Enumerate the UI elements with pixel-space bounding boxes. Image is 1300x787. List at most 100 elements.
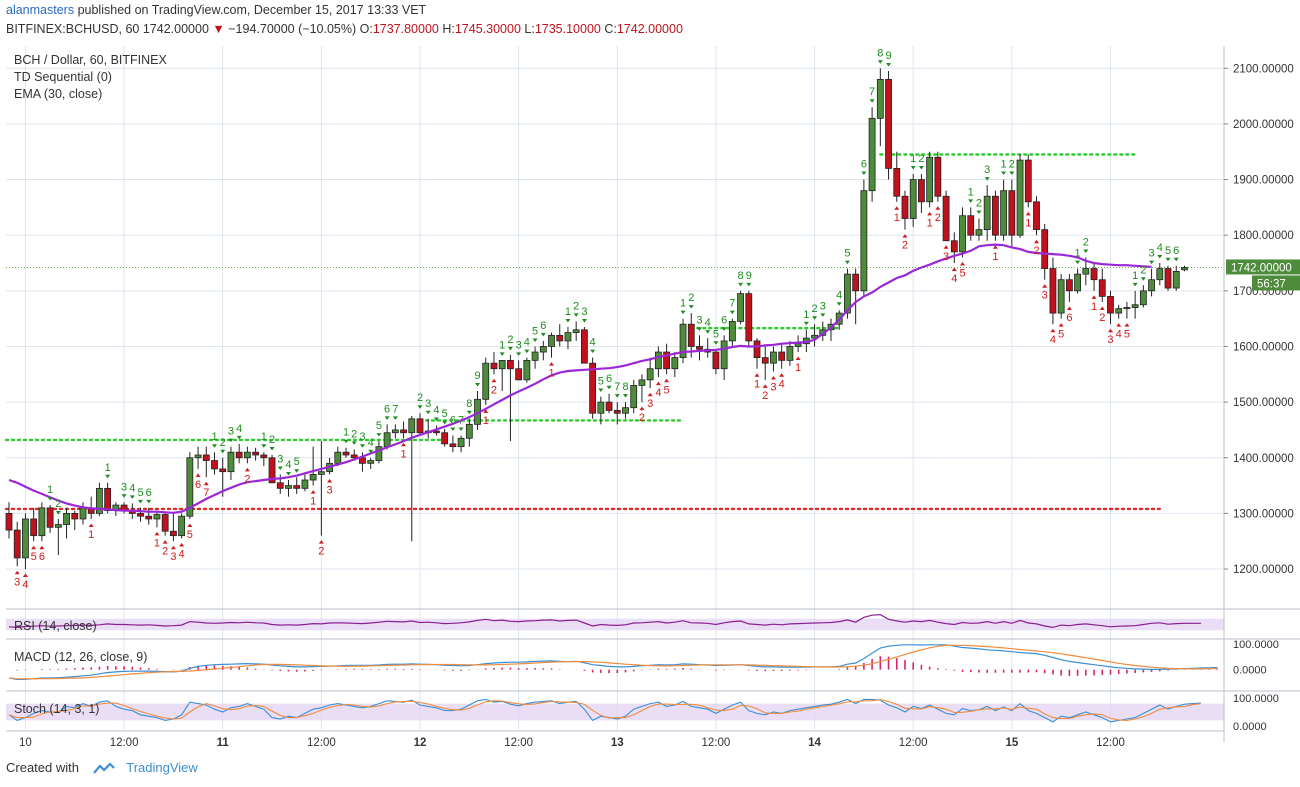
td-count-text: 4 — [705, 317, 711, 329]
td-count-label: 5 — [844, 248, 851, 265]
td-count-label: 2 — [507, 334, 513, 351]
td-arrow-down-icon — [47, 497, 53, 501]
td-count-label: 4 — [705, 317, 711, 334]
macd-tick-label: 100.0000 — [1233, 639, 1279, 651]
td-arrow-down-icon — [590, 349, 596, 354]
candle-body — [260, 454, 268, 459]
candle — [1057, 274, 1065, 319]
candle-body — [350, 454, 358, 459]
td-count-text: 1 — [927, 217, 933, 229]
td-count-text: 4 — [1050, 334, 1056, 346]
td-count-label: 2 — [811, 303, 818, 320]
candle — [268, 454, 276, 484]
author-link[interactable]: alanmasters — [6, 3, 75, 17]
td-count-label: 5 — [187, 523, 193, 541]
td-arrow-down-icon — [861, 171, 867, 176]
td-count-label: 5 — [137, 487, 144, 504]
candle-body — [441, 432, 449, 445]
td-arrow-down-icon — [696, 327, 702, 331]
legend-title: BCH / Dollar, 60, BITFINEX — [14, 53, 167, 67]
candles — [5, 68, 1188, 570]
macd-tick-label: 0.0000 — [1233, 665, 1267, 677]
td-arrow-down-icon — [442, 420, 448, 425]
td-count-label: 4 — [836, 289, 842, 306]
candle-body — [63, 513, 70, 525]
td-arrow-down-icon — [425, 410, 431, 415]
candle — [1024, 154, 1032, 208]
td-count-text: 2 — [417, 392, 423, 404]
price-tick-label: 1900.00000 — [1233, 175, 1294, 187]
td-arrow-down-icon — [918, 165, 924, 170]
candle — [22, 513, 29, 570]
candle-body — [909, 179, 917, 219]
td-count-label: 7 — [203, 481, 209, 499]
candle — [934, 151, 942, 202]
td-arrow-up-icon — [647, 392, 653, 397]
td-count-label: 1 — [1025, 211, 1031, 229]
td-count-text: 7 — [869, 86, 875, 98]
axes: 2100.00000 2000.00000 1900.00000 1800.00000… — [6, 46, 1300, 749]
td-count-text: 2 — [162, 546, 168, 558]
td-arrow-down-icon — [475, 382, 481, 387]
td-count-label: 4 — [1116, 323, 1122, 341]
candle-body — [728, 321, 736, 342]
td-arrow-down-icon — [294, 469, 300, 473]
td-arrow-down-icon — [844, 260, 850, 265]
td-count-text: 1 — [1075, 248, 1081, 260]
candle — [737, 290, 744, 325]
td-arrow-down-icon — [450, 427, 456, 432]
td-arrow-down-icon — [129, 495, 135, 499]
candle-body — [96, 487, 103, 514]
candle-body — [219, 468, 227, 473]
candle — [243, 446, 251, 464]
candle-body — [38, 507, 46, 537]
td-count-text: 3 — [1042, 290, 1048, 302]
candle — [531, 346, 539, 369]
td-arrow-up-icon — [655, 381, 661, 386]
td-count-label: 5 — [664, 378, 670, 396]
td-count-text: 1 — [910, 153, 916, 165]
td-count-text: 1 — [754, 379, 760, 391]
td-count-label: 3 — [770, 376, 777, 394]
candle-body — [950, 240, 958, 253]
td-arrow-up-icon — [902, 234, 908, 238]
candle-body — [548, 334, 555, 347]
candle-body — [465, 423, 473, 439]
tradingview-link[interactable]: TradingView — [126, 760, 198, 775]
candle-body — [1172, 270, 1180, 289]
td-count-text: 1 — [343, 427, 349, 439]
td-count-label: 2 — [244, 467, 250, 485]
candle — [1181, 265, 1188, 272]
td-arrow-up-icon — [1107, 328, 1113, 333]
candle-body — [671, 357, 679, 370]
td-count-label: 1 — [483, 409, 489, 427]
td-count-label: 6 — [39, 545, 45, 563]
candle-body — [589, 362, 597, 414]
td-count-text: 2 — [244, 473, 250, 485]
td-count-text: 5 — [959, 267, 965, 279]
td-arrow-down-icon — [458, 427, 464, 432]
td-arrow-up-icon — [779, 373, 785, 377]
candle — [490, 352, 498, 375]
candle-body — [145, 515, 153, 520]
td-arrow-down-icon — [138, 499, 144, 504]
td-count-text: 6 — [606, 373, 612, 385]
td-arrow-down-icon — [1149, 260, 1155, 265]
candle-body — [1139, 290, 1147, 306]
td-arrow-down-icon — [343, 439, 349, 444]
td-count-text: 4 — [655, 387, 661, 399]
candle — [441, 428, 449, 447]
candle — [227, 446, 235, 481]
indicator-panes — [6, 608, 1300, 723]
td-count-label: 3 — [647, 392, 653, 410]
candle — [507, 354, 514, 442]
ema-30-line — [8, 243, 1152, 514]
td-count-text: 3 — [277, 453, 283, 465]
candle-body — [1098, 279, 1106, 297]
td-count-label: 1 — [1075, 248, 1081, 265]
td-count-text: 3 — [696, 314, 702, 326]
candle-body — [1033, 201, 1040, 231]
td-arrow-down-icon — [976, 210, 982, 214]
candle — [860, 179, 868, 297]
